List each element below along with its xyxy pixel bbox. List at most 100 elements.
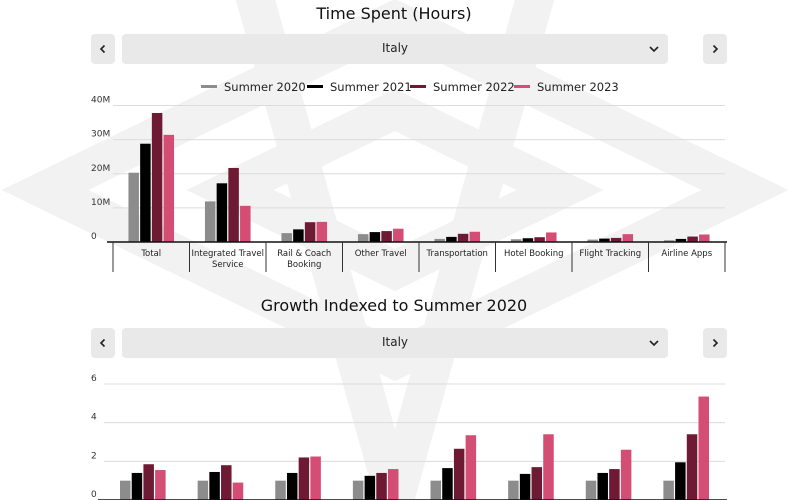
region-selector-1: Italy [91, 34, 727, 64]
bar-summer-2020 [357, 234, 369, 242]
bar-summer-2022 [687, 236, 698, 242]
bar-summer-2022 [531, 467, 543, 500]
bar-summer-2022 [151, 113, 163, 242]
y-tick-label: 0 [91, 490, 97, 500]
bar-summer-2020 [275, 480, 286, 500]
bar-summer-2023 [698, 396, 709, 500]
bar-summer-2020 [281, 233, 292, 242]
y-tick-label: 10M [91, 198, 110, 208]
chevron-right-icon [712, 338, 719, 348]
legend-label: Summer 2021 [330, 80, 412, 94]
y-tick-label: 0 [91, 232, 97, 242]
chart-title-time-spent: Time Spent (Hours) [316, 4, 472, 23]
chevron-right-icon [712, 44, 719, 54]
bar-summer-2021 [140, 143, 151, 242]
bar-summer-2023 [240, 205, 251, 242]
region-dropdown-value: Italy [381, 41, 409, 55]
y-tick-label: 40M [91, 96, 110, 106]
bar-summer-2022 [376, 472, 387, 500]
chart-time-spent: Summer 2020 Summer 2021 Summer 2022 Summer … [91, 80, 727, 272]
bar-summer-2020 [587, 239, 598, 242]
y-tick-label: 6 [91, 374, 97, 384]
bar-summer-2020 [120, 480, 131, 500]
bar-summer-2021 [209, 471, 220, 500]
y-tick-label: 2 [91, 451, 97, 461]
bar-summer-2022 [298, 457, 310, 500]
bar-summer-2023 [699, 234, 710, 242]
bar-summer-2023 [387, 469, 399, 500]
bar-summer-2022 [453, 448, 465, 500]
bar-summer-2021 [293, 229, 304, 242]
bar-summer-2022 [143, 464, 154, 500]
region-dropdown[interactable]: Italy [122, 34, 668, 64]
next-button[interactable] [703, 328, 727, 358]
chevron-left-icon [99, 338, 106, 348]
bar-summer-2020 [508, 480, 519, 500]
bar-summer-2021 [364, 475, 376, 500]
bar-summer-2021 [369, 232, 381, 242]
legend-label: Summer 2022 [433, 80, 515, 94]
x-tick-label: Rail & Coach Booking [277, 249, 331, 270]
bar-summer-2021 [216, 183, 228, 242]
y-tick-label: 30M [91, 130, 110, 140]
previous-button[interactable] [91, 34, 115, 64]
bar-summer-2020 [663, 480, 674, 500]
bar-summer-2022 [686, 434, 698, 500]
bar-summer-2023 [622, 234, 634, 242]
bar-summer-2023 [543, 434, 554, 500]
bar-summer-2023 [393, 228, 404, 242]
bar-summer-2022 [304, 222, 316, 242]
region-dropdown-value: Italy [381, 335, 409, 349]
bar-summer-2020 [197, 480, 209, 500]
bar-summer-2022 [221, 465, 232, 500]
bar-summer-2023 [232, 482, 244, 500]
y-tick-label: 20M [91, 164, 110, 174]
bar-summer-2022 [228, 167, 239, 242]
chart-title-growth-indexed: Growth Indexed to Summer 2020 [260, 296, 528, 315]
bar-summer-2021 [286, 472, 298, 500]
chart-growth-indexed: 0 2 4 6 [91, 374, 727, 500]
x-tick-label: Other Travel [355, 249, 407, 259]
y-tick-label: 4 [91, 413, 97, 423]
bar-summer-2021 [597, 472, 608, 500]
bar-summer-2020 [204, 201, 216, 242]
bar-summer-2020 [585, 480, 597, 500]
bar-summer-2022 [610, 237, 622, 242]
legend-label: Summer 2023 [537, 80, 619, 94]
bar-summer-2020 [510, 239, 522, 242]
bar-summer-2021 [446, 236, 457, 242]
bar-summer-2021 [442, 468, 453, 500]
previous-button[interactable] [91, 328, 115, 358]
legend-label: Summer 2020 [224, 80, 306, 94]
x-tick-label: Hotel Booking [504, 249, 564, 259]
bar-summer-2022 [609, 469, 620, 500]
bar-summer-2023 [546, 232, 557, 242]
x-tick-label: Airline Apps [661, 249, 712, 259]
bar-summer-2023 [163, 134, 175, 242]
chevron-left-icon [99, 44, 106, 54]
bar-summer-2021 [519, 473, 531, 500]
bar-summer-2023 [469, 231, 481, 242]
bar-summer-2023 [310, 456, 321, 500]
bar-summer-2021 [675, 462, 686, 500]
bar-summer-2022 [381, 231, 392, 242]
bar-summer-2020 [352, 480, 364, 500]
bar-summer-2020 [434, 238, 445, 242]
bar-summer-2021 [522, 238, 534, 242]
bar-summer-2023 [316, 221, 328, 242]
bar-summer-2022 [534, 237, 545, 242]
bar-summer-2020 [663, 240, 675, 242]
chevron-down-icon [649, 46, 659, 53]
next-button[interactable] [703, 34, 727, 64]
bar-summer-2023 [465, 435, 477, 500]
x-tick-label: Flight Tracking [579, 249, 641, 259]
bar-summer-2021 [675, 238, 687, 242]
region-dropdown[interactable]: Italy [122, 328, 668, 358]
bar-summer-2021 [131, 472, 143, 500]
bar-summer-2023 [620, 449, 632, 500]
chevron-down-icon [649, 340, 659, 347]
bar-summer-2023 [155, 470, 166, 500]
bar-summer-2022 [457, 233, 469, 242]
bar-summer-2020 [128, 172, 139, 242]
region-selector-2: Italy [91, 328, 727, 358]
